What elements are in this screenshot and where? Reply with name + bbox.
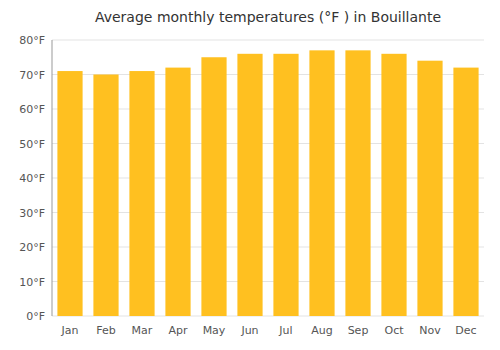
y-tick-label: 70°F xyxy=(19,69,45,82)
bar xyxy=(93,75,118,317)
x-tick-label: Apr xyxy=(168,324,188,337)
y-tick-label: 0°F xyxy=(26,310,45,323)
y-tick-label: 20°F xyxy=(19,241,45,254)
y-tick-label: 50°F xyxy=(19,138,45,151)
bar xyxy=(57,71,82,316)
bars xyxy=(57,50,478,316)
y-ticks: 0°F 10°F 20°F 30°F 40°F 50°F 60°F 70°F 80°F xyxy=(19,34,45,323)
bar xyxy=(309,50,334,316)
title: Average monthly temperatures (°F ) in Bo… xyxy=(95,9,441,25)
y-tick-label: 10°F xyxy=(19,276,45,289)
bar xyxy=(381,54,406,316)
bar xyxy=(237,54,262,316)
grid-line xyxy=(52,40,484,41)
bar xyxy=(165,68,190,316)
grid xyxy=(52,40,484,316)
y-tick-label: 40°F xyxy=(19,172,45,185)
x-tick-label: Jul xyxy=(278,324,292,337)
y-axis-line xyxy=(52,40,53,316)
y-tick-label: 60°F xyxy=(19,103,45,116)
bar xyxy=(129,71,154,316)
page: {"chart_data": {"type": "bar", "title": … xyxy=(0,0,500,350)
x-tick-label: May xyxy=(203,324,226,337)
y-tick-label: 80°F xyxy=(19,34,45,47)
x-tick-label: Dec xyxy=(455,324,476,337)
chart-container: Average monthly temperatures (°F ) in Bo… xyxy=(0,0,500,350)
x-tick-label: Jun xyxy=(240,324,258,337)
x-tick-label: Feb xyxy=(96,324,115,337)
x-tick-label: Nov xyxy=(419,324,441,337)
bar xyxy=(417,61,442,316)
x-tick-label: Sep xyxy=(348,324,369,337)
x-ticks: Jan Feb Mar Apr May Jun Jul Aug Sep Oct Nov Dec xyxy=(61,324,477,337)
chart-svg: Average monthly temperatures (°F ) in Bo… xyxy=(0,0,500,350)
bar xyxy=(345,50,370,316)
x-tick-label: Jan xyxy=(61,324,79,337)
x-tick-label: Oct xyxy=(384,324,404,337)
x-tick-label: Mar xyxy=(132,324,153,337)
bar xyxy=(201,57,226,316)
y-tick-label: 30°F xyxy=(19,207,45,220)
x-tick-label: Aug xyxy=(311,324,332,337)
bar xyxy=(453,68,478,316)
bar xyxy=(273,54,298,316)
